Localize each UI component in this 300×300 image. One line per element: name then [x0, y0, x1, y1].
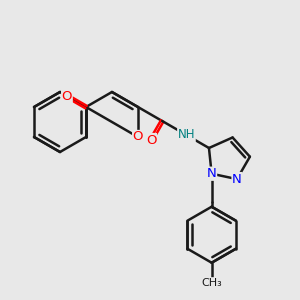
- Text: N: N: [207, 167, 217, 180]
- Text: O: O: [62, 89, 72, 103]
- Text: NH: NH: [178, 128, 195, 142]
- Text: O: O: [146, 134, 156, 147]
- Text: O: O: [133, 130, 143, 143]
- Text: N: N: [232, 172, 242, 186]
- Text: CH₃: CH₃: [201, 278, 222, 288]
